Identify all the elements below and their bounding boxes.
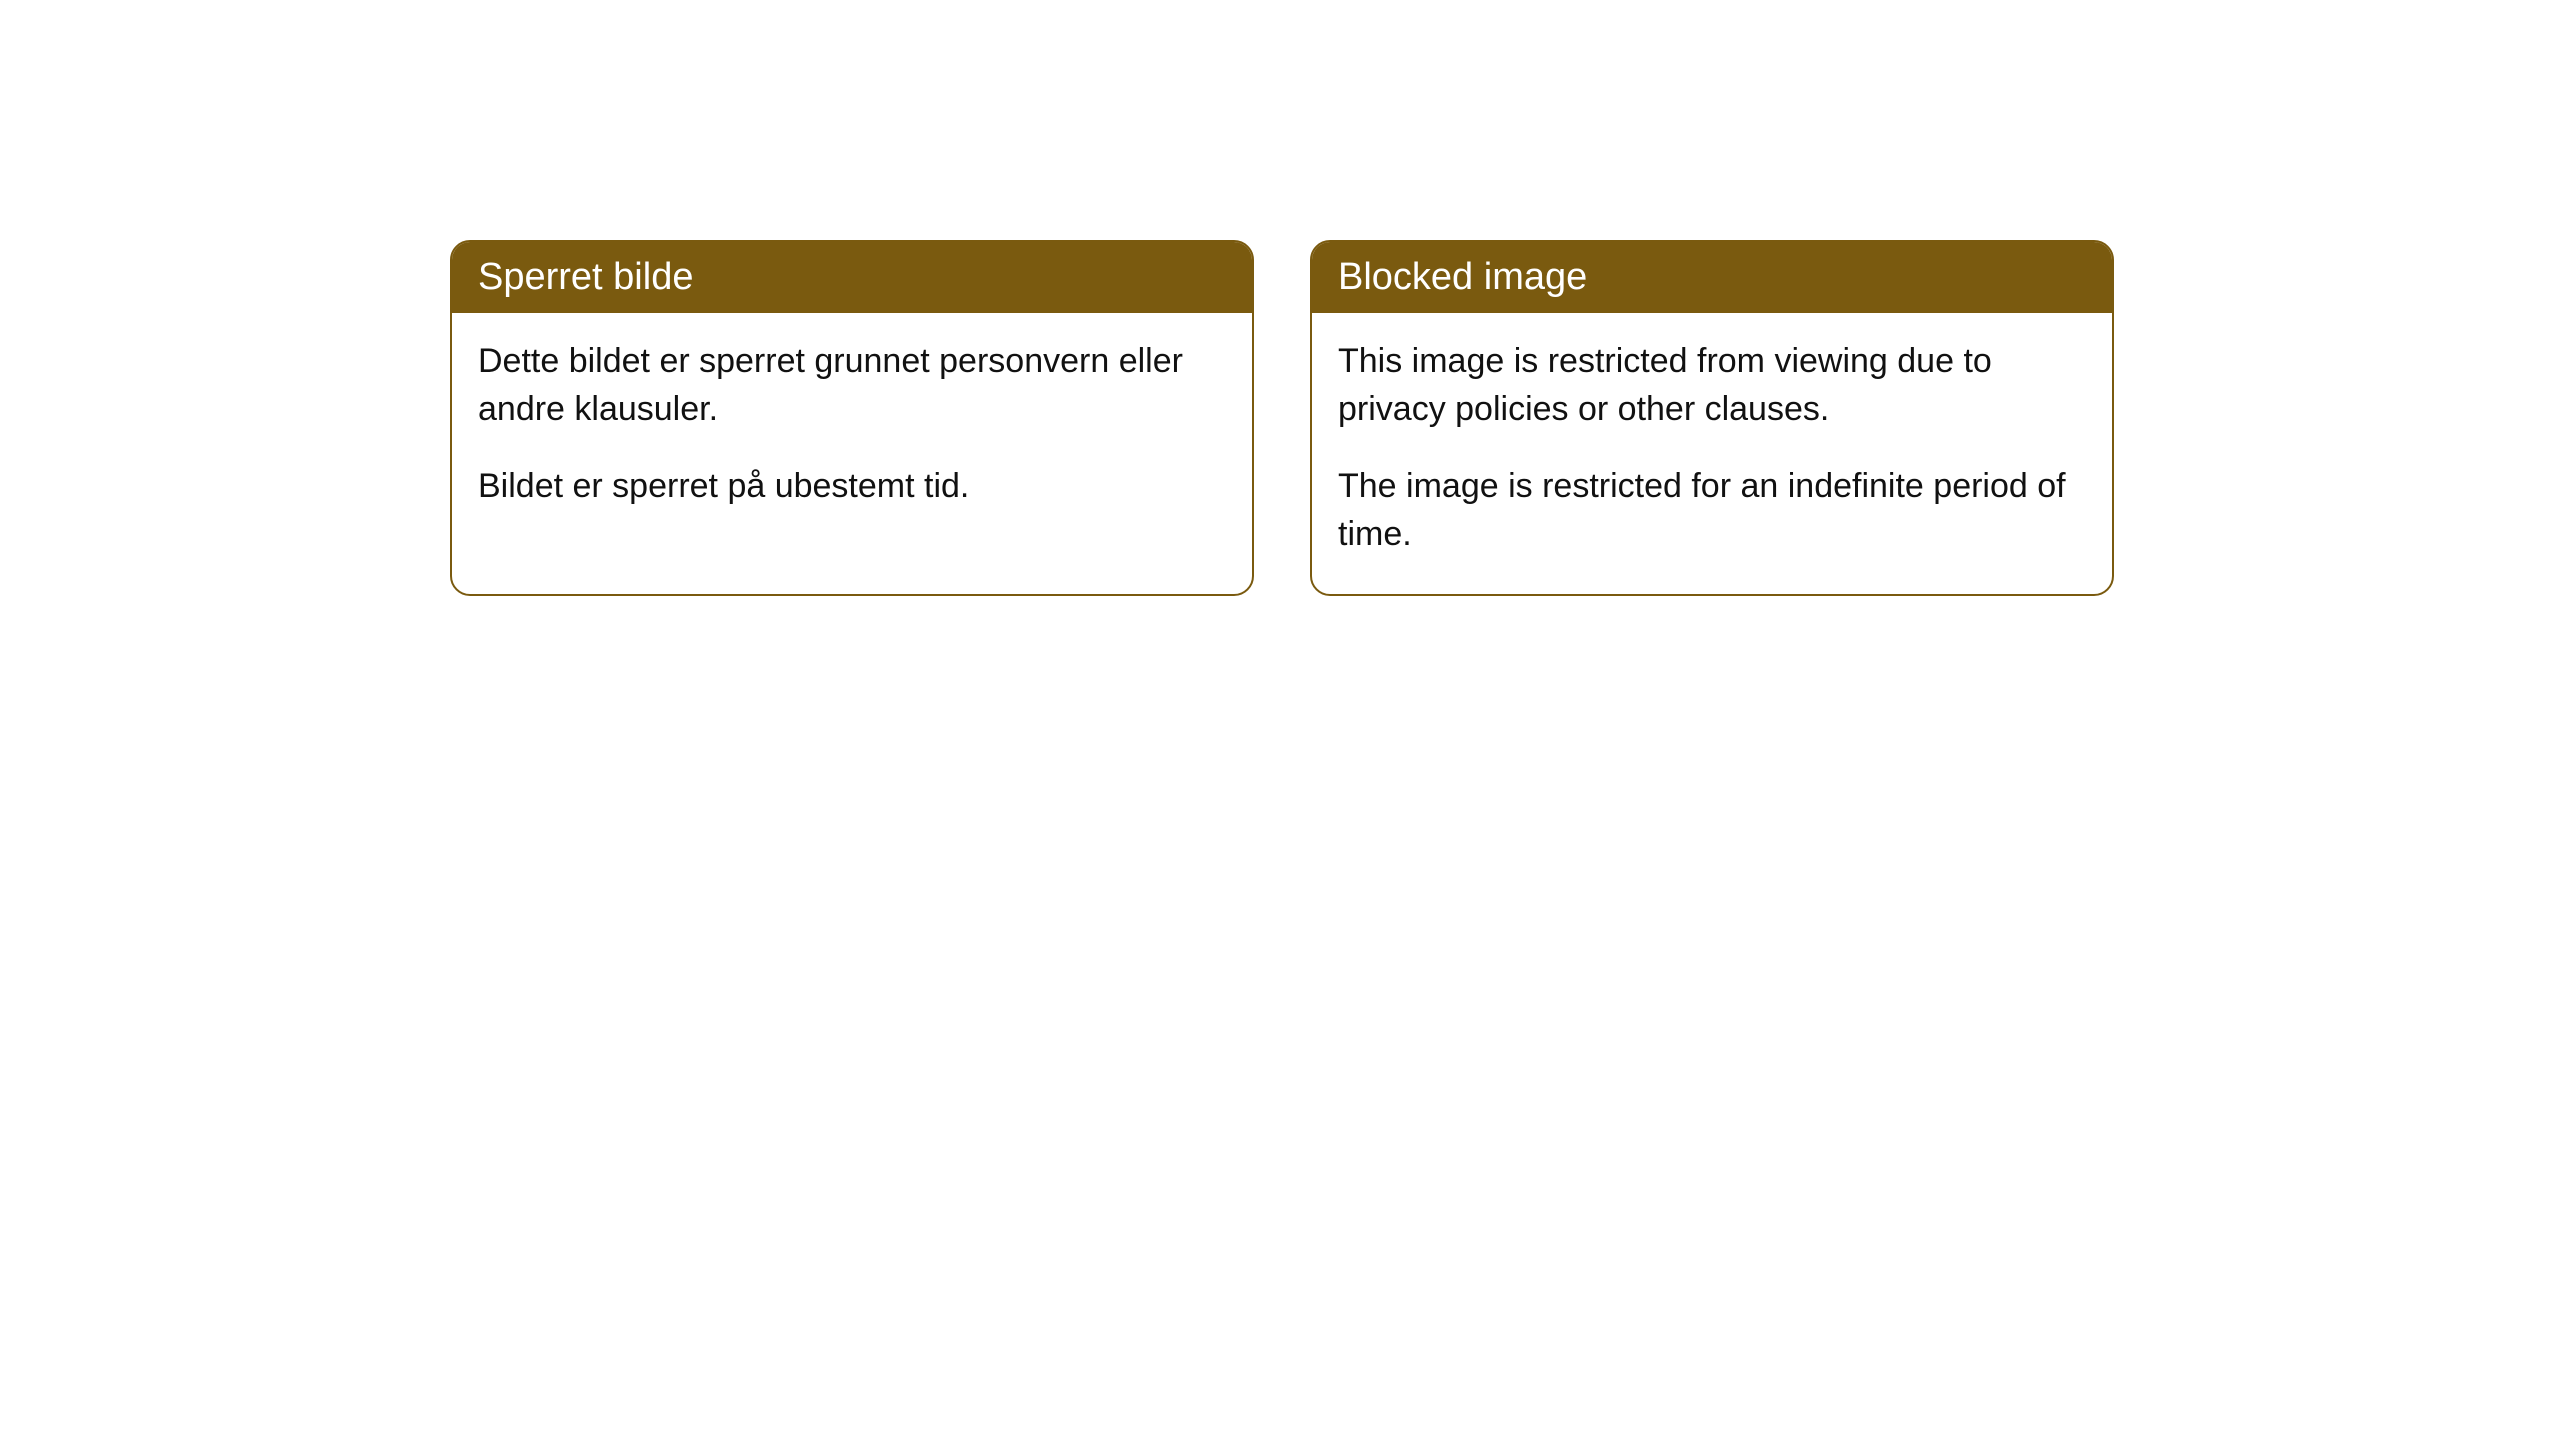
card-header: Blocked image: [1312, 242, 2112, 313]
card-title: Sperret bilde: [478, 256, 693, 298]
card-body: This image is restricted from viewing du…: [1312, 313, 2112, 594]
card-paragraph: This image is restricted from viewing du…: [1338, 337, 2086, 434]
card-header: Sperret bilde: [452, 242, 1252, 313]
card-body: Dette bildet er sperret grunnet personve…: [452, 313, 1252, 546]
card-paragraph: Dette bildet er sperret grunnet personve…: [478, 337, 1226, 434]
notice-cards-container: Sperret bilde Dette bildet er sperret gr…: [0, 0, 2560, 596]
blocked-image-card-norwegian: Sperret bilde Dette bildet er sperret gr…: [450, 240, 1254, 596]
card-paragraph: The image is restricted for an indefinit…: [1338, 462, 2086, 559]
card-paragraph: Bildet er sperret på ubestemt tid.: [478, 462, 1226, 510]
blocked-image-card-english: Blocked image This image is restricted f…: [1310, 240, 2114, 596]
card-title: Blocked image: [1338, 256, 1587, 298]
